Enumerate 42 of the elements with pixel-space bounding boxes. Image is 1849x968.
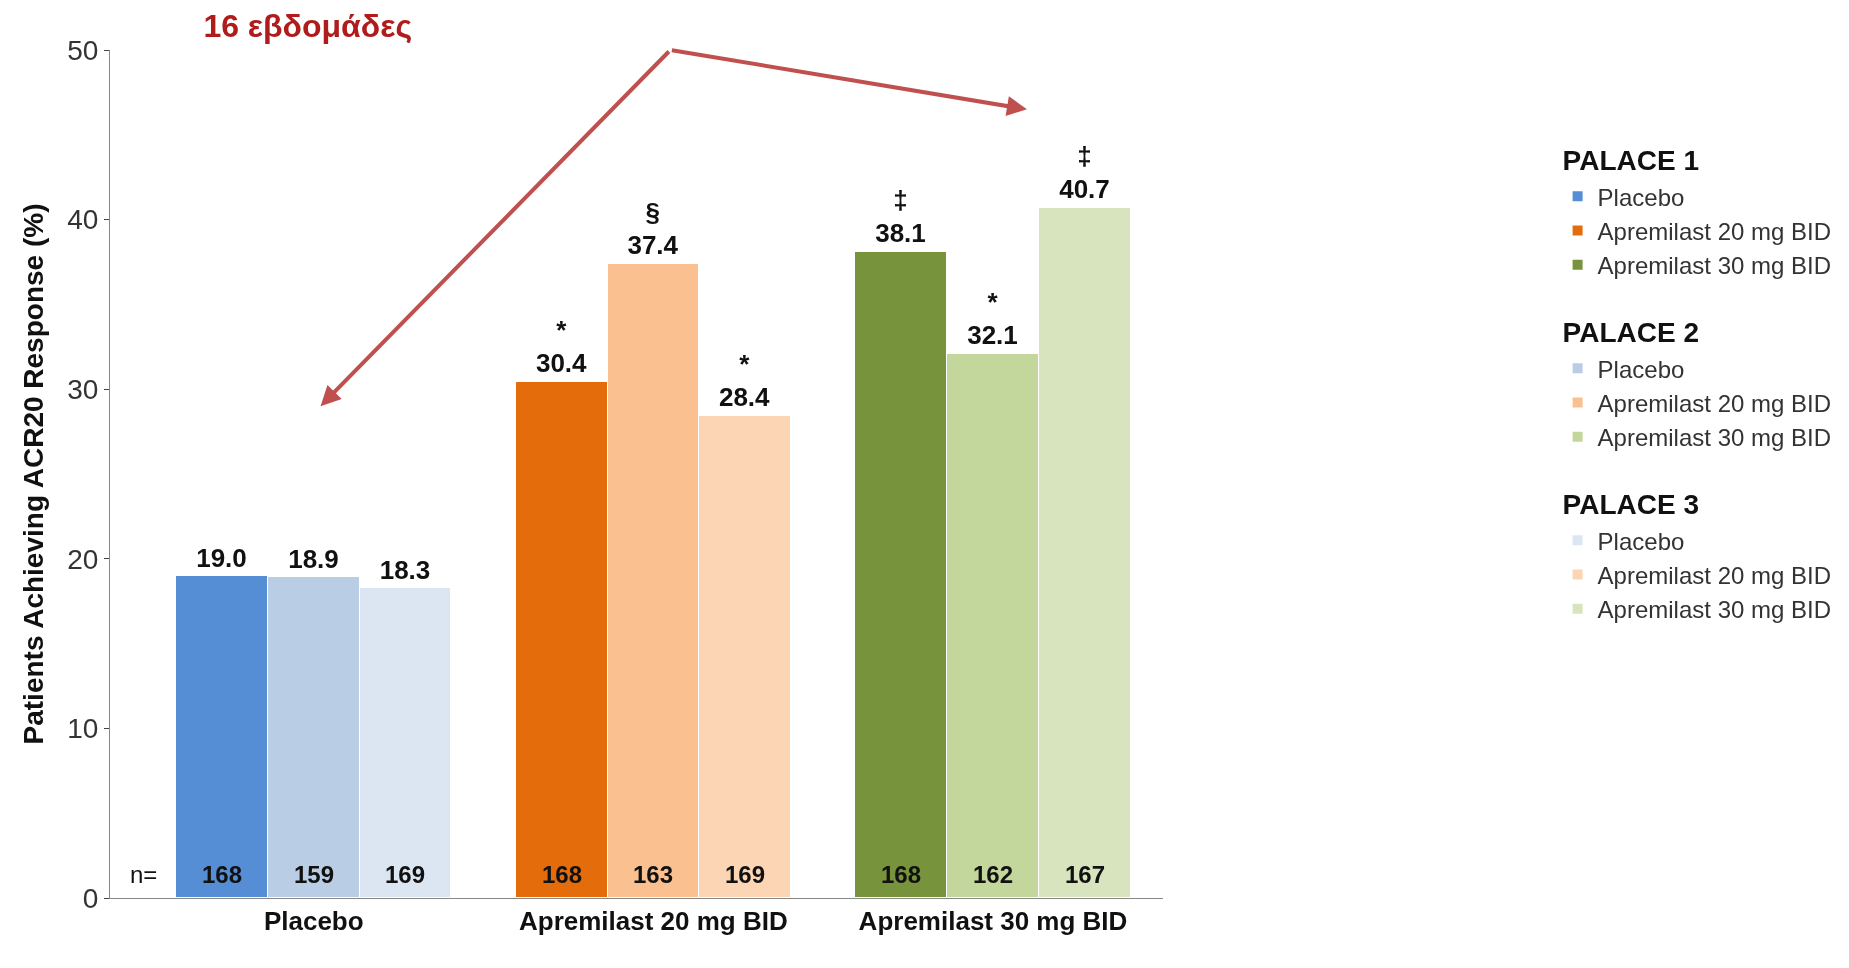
annotation: 162 xyxy=(973,861,1014,888)
annotation: 168 xyxy=(542,861,583,888)
legend-label: Placebo xyxy=(1597,355,1685,383)
data-label: * 28.4 xyxy=(718,348,771,413)
annotation: 168 xyxy=(202,861,243,888)
text: PALACE 2 xyxy=(1562,317,1699,349)
y-axis-title: Patients Achieving ACR20 Response (%) xyxy=(17,203,49,745)
annotation: n= xyxy=(130,861,158,888)
text: PALACE 1 xyxy=(1562,145,1699,177)
annotation: 169 xyxy=(385,861,426,888)
data-label: 18.9 xyxy=(288,543,339,574)
data-label: 18.3 xyxy=(379,554,431,585)
legend-label: Apremilast 20 mg BID xyxy=(1597,389,1832,417)
x-tick-label: Apremilast 20 mg BID xyxy=(519,906,788,937)
y-tick-label: 0 xyxy=(82,882,99,914)
data-label: * 32.1 xyxy=(967,286,1018,351)
text: PALACE 3 xyxy=(1562,489,1699,521)
legend-label: Apremilast 20 mg BID xyxy=(1597,561,1832,589)
annotation: 168 xyxy=(881,861,922,888)
annotation: 167 xyxy=(1065,861,1106,888)
y-tick-label: 40 xyxy=(67,204,99,236)
y-tick-label: 30 xyxy=(67,374,99,405)
annotation: 169 xyxy=(725,861,766,888)
data-label: ‡ 38.1 xyxy=(875,184,926,249)
y-tick-label: 10 xyxy=(67,713,99,745)
chart-title: 16 εβδομάδες xyxy=(203,7,413,44)
x-tick-label: Apremilast 30 mg BID xyxy=(858,906,1128,937)
data-label: ‡ 40.7 xyxy=(1059,140,1110,205)
legend-label: Apremilast 30 mg BID xyxy=(1597,424,1832,452)
data-label: § 37.4 xyxy=(627,196,679,261)
legend-label: Placebo xyxy=(1597,183,1685,211)
legend-label: Apremilast 30 mg BID xyxy=(1597,596,1832,624)
data-label: * 30.4 xyxy=(535,314,588,379)
y-tick-label: 50 xyxy=(67,34,99,66)
legend-label: Placebo xyxy=(1597,527,1685,555)
x-tick-label: Placebo xyxy=(263,906,364,937)
annotation: 159 xyxy=(294,861,335,888)
y-tick-label: 20 xyxy=(67,543,99,575)
legend-label: Apremilast 20 mg BID xyxy=(1597,217,1832,245)
legend-label: Apremilast 30 mg BID xyxy=(1597,252,1832,280)
annotation: 163 xyxy=(633,861,674,888)
data-label: 19.0 xyxy=(196,542,247,573)
